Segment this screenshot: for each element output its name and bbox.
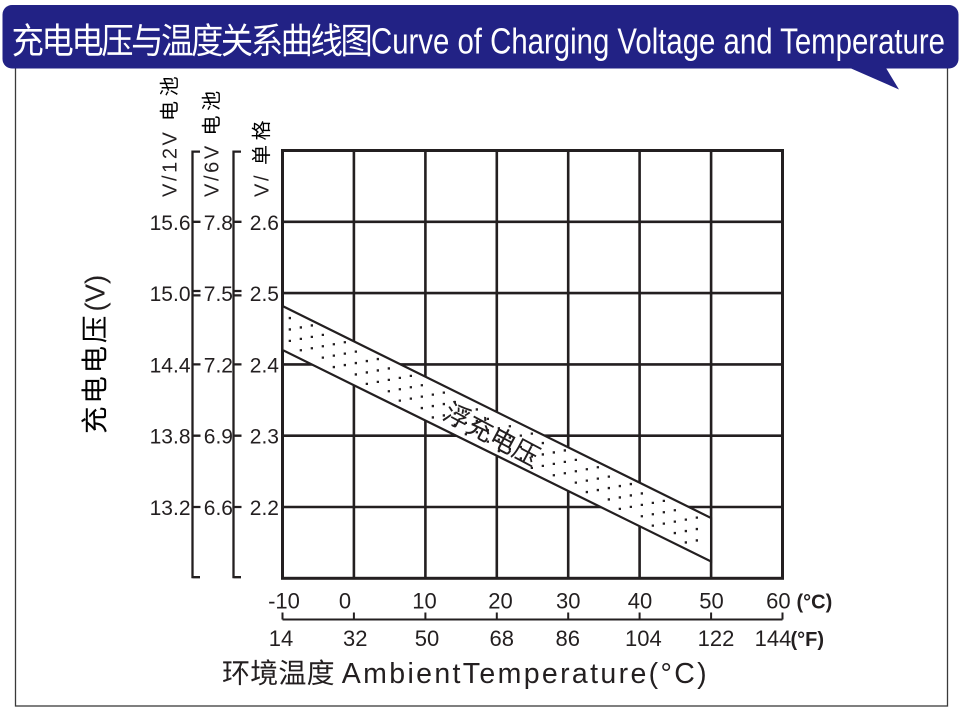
svg-text:(°F): (°F) [791,629,825,651]
svg-text:60: 60 [766,589,790,614]
svg-text:(V): (V) [80,275,111,312]
svg-text:V/6V: V/6V [202,143,224,197]
svg-text:2.4: 2.4 [250,354,280,377]
svg-text:6.9: 6.9 [204,426,233,449]
svg-text:(°C): (°C) [797,592,833,614]
svg-text:50: 50 [415,626,439,651]
svg-text:2.6: 2.6 [250,212,279,235]
svg-text:2.5: 2.5 [250,283,279,306]
svg-text:13.2: 13.2 [150,497,191,520]
svg-text:68: 68 [490,626,514,651]
svg-text:V/12V: V/12V [160,130,182,197]
svg-text:2.3: 2.3 [250,426,279,449]
svg-text:15.6: 15.6 [150,212,191,235]
svg-text:2.2: 2.2 [250,497,279,520]
svg-text:144: 144 [755,626,792,651]
svg-text:40: 40 [628,589,652,614]
svg-text:AmbientTemperature(°C): AmbientTemperature(°C) [342,658,709,690]
svg-text:122: 122 [698,626,735,651]
svg-text:7.2: 7.2 [204,354,233,377]
svg-text:15.0: 15.0 [150,283,191,306]
svg-text:6.6: 6.6 [204,497,233,520]
svg-text:20: 20 [488,589,512,614]
svg-text:86: 86 [556,626,580,651]
svg-text:14.4: 14.4 [150,354,191,377]
svg-text:30: 30 [556,589,580,614]
svg-text:7.5: 7.5 [204,283,233,306]
svg-text:13.8: 13.8 [150,426,191,449]
svg-text:50: 50 [699,589,723,614]
svg-text:32: 32 [343,626,367,651]
svg-text:104: 104 [625,626,662,651]
svg-text:Curve of Charging Voltage and: Curve of Charging Voltage and Temperatur… [371,21,945,62]
svg-text:7.8: 7.8 [204,212,233,235]
svg-text:14: 14 [269,626,293,651]
svg-text:10: 10 [412,589,436,614]
svg-text:-10: -10 [268,589,300,614]
svg-text:V/: V/ [252,173,274,197]
svg-text:0: 0 [339,589,351,614]
